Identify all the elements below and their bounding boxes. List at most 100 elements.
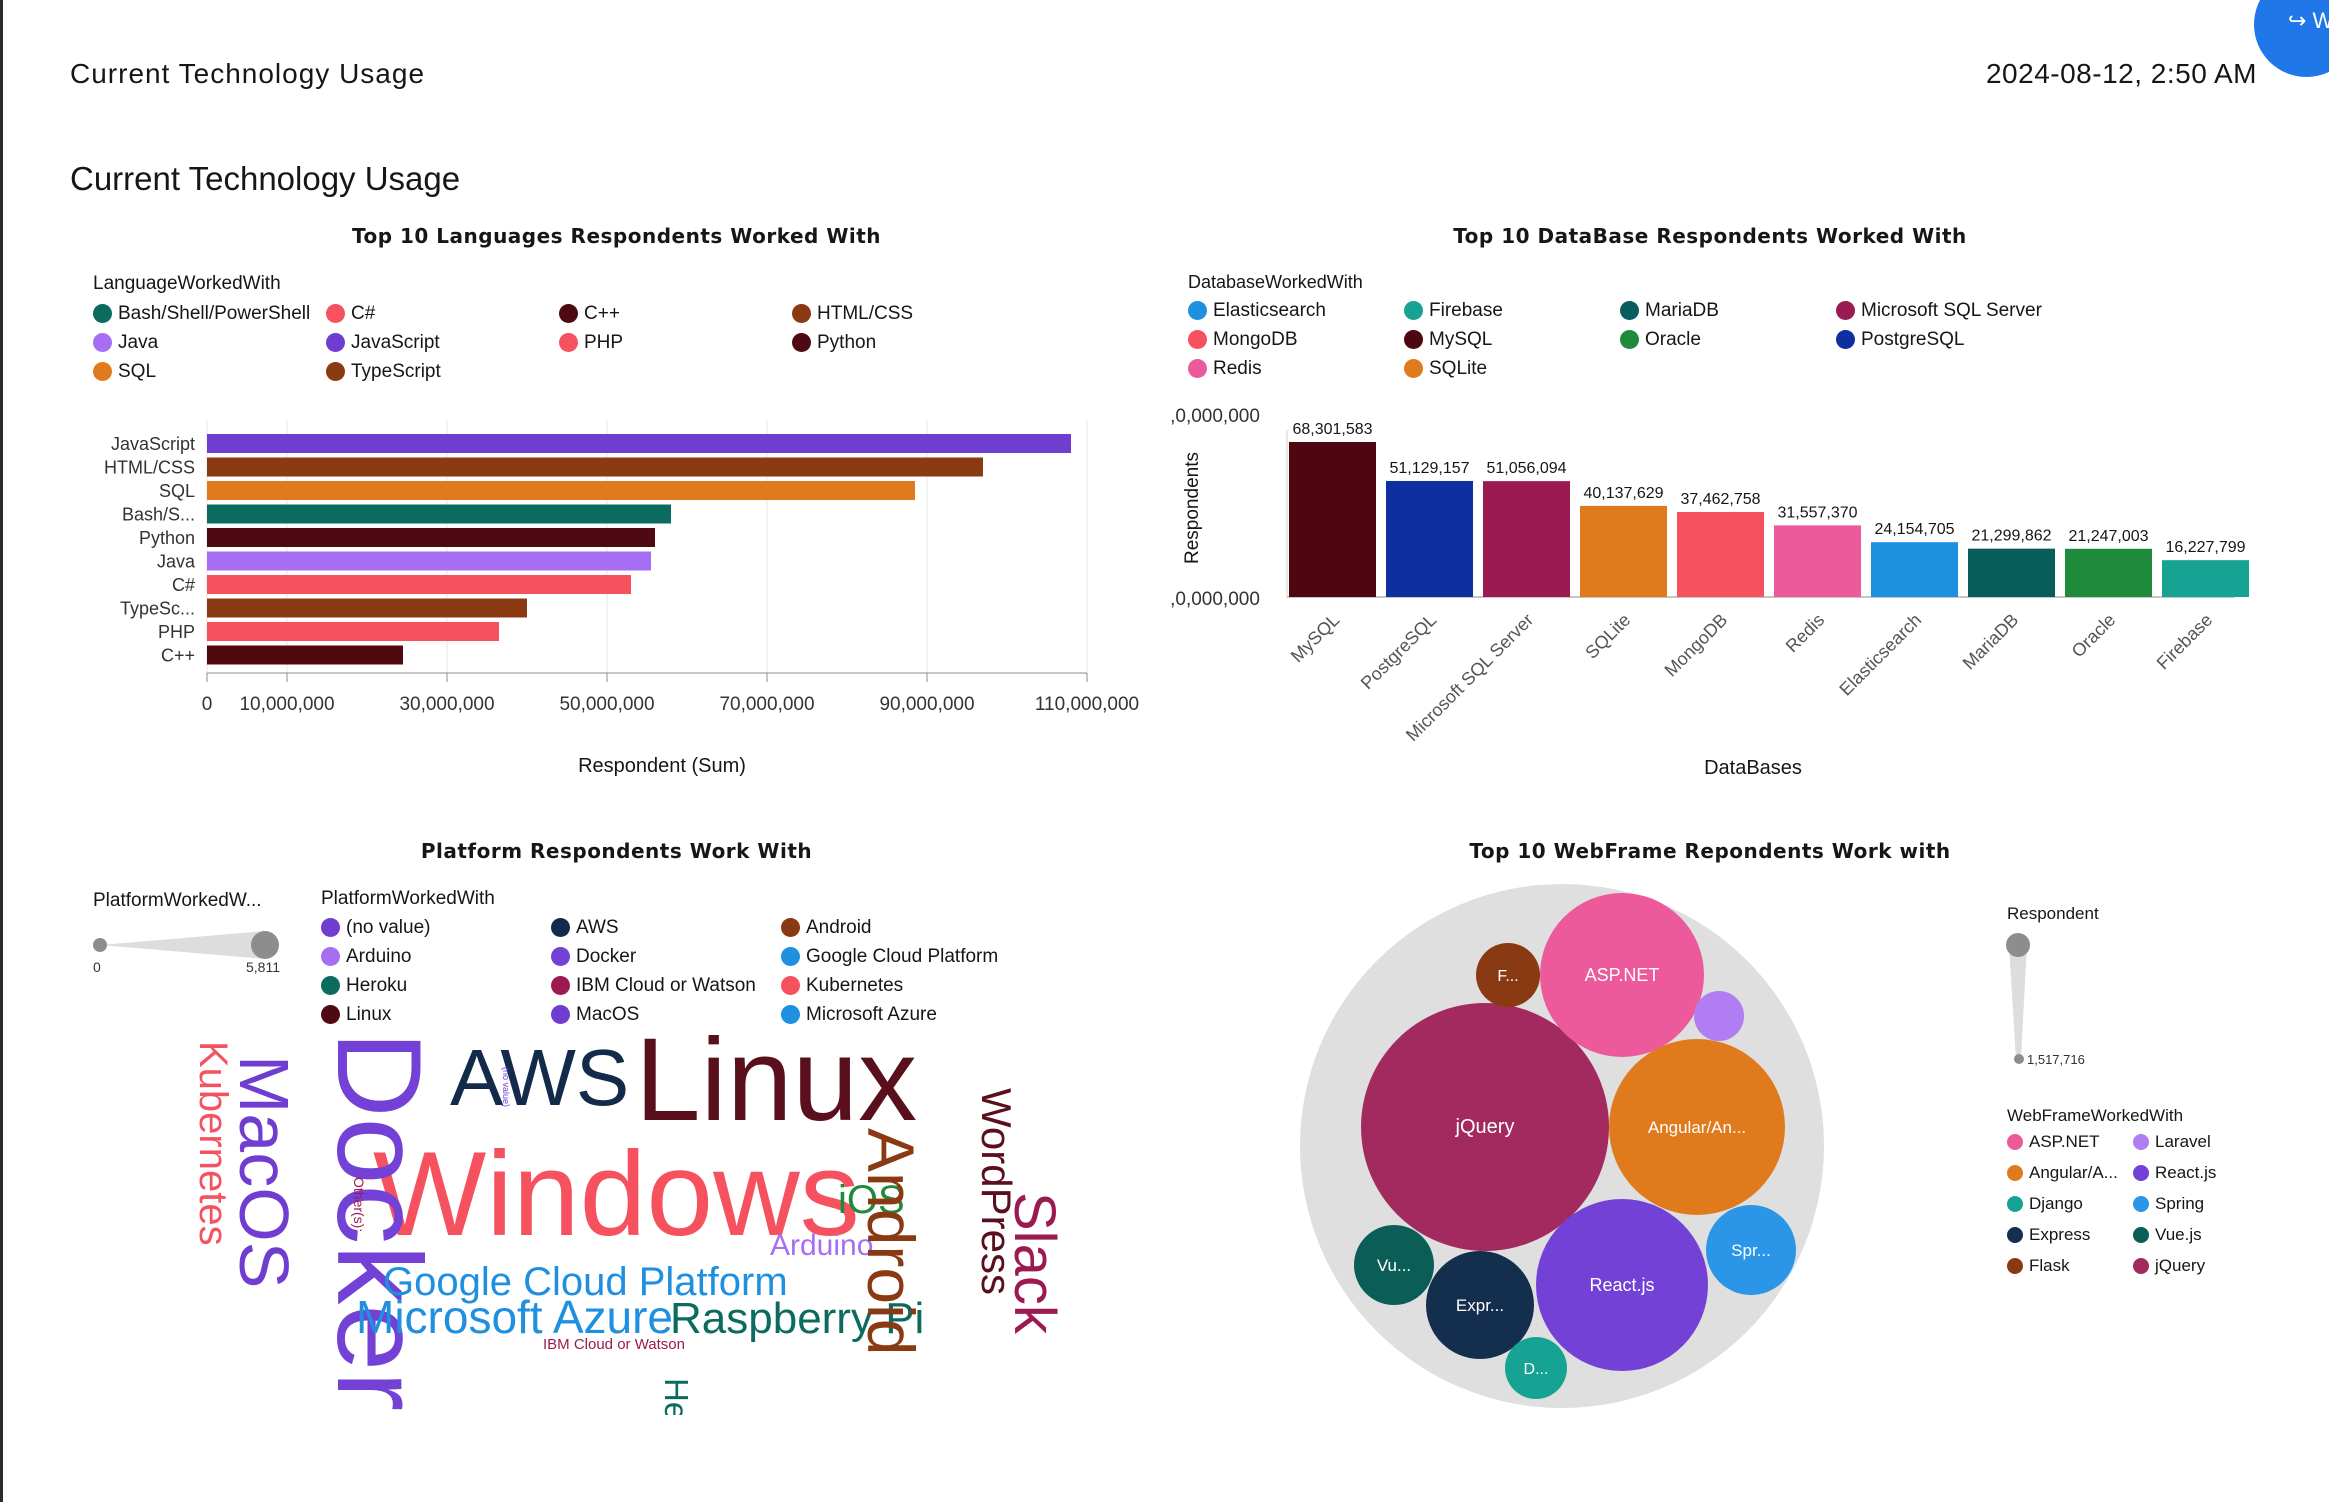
languages-legend-item[interactable]: C# (326, 299, 559, 328)
languages-bar-chart: 0 10,000,000 30,000,000 50,000,000 70,000,00… (104, 420, 1139, 777)
bar-c-[interactable] (207, 645, 403, 665)
legend-swatch (792, 304, 811, 323)
word-ios[interactable]: iOS (838, 1178, 905, 1222)
platforms-legend-item[interactable]: Heroku (321, 971, 551, 1000)
word-raspberry-pi[interactable]: Raspberry Pi (670, 1294, 924, 1343)
word-microsoft-azure[interactable]: Microsoft Azure (356, 1291, 673, 1343)
bubble-jquery[interactable] (1361, 1003, 1609, 1251)
word-heroku[interactable]: Heroku (658, 1378, 695, 1415)
bubble-laravel[interactable] (1694, 991, 1744, 1041)
word-ibm-cloud-or-watson[interactable]: IBM Cloud or Watson (543, 1336, 685, 1353)
platforms-legend-item[interactable]: Microsoft Azure (781, 1000, 1021, 1029)
bubble-angular-an-label: Angular/An... (1648, 1118, 1746, 1137)
legend-swatch (326, 333, 345, 352)
bar-mongodb[interactable] (1677, 511, 1764, 597)
bar-mariadb[interactable] (1968, 548, 2055, 597)
bar-bash-s-[interactable] (207, 504, 671, 524)
platforms-legend-item[interactable]: Docker (551, 942, 781, 971)
word-wordpress[interactable]: WordPress (973, 1088, 1020, 1295)
databases-legend-item[interactable]: Elasticsearch (1188, 296, 1404, 325)
word-android[interactable]: Android (854, 1128, 928, 1356)
y-tick-label: SQL (159, 481, 195, 501)
webframes-legend-item[interactable]: Laravel (2133, 1126, 2259, 1157)
floating-action-badge[interactable]: ↪ W (2254, 0, 2329, 77)
word-linux[interactable]: Linux (635, 1035, 917, 1146)
databases-legend-item[interactable]: MongoDB (1188, 325, 1404, 354)
languages-legend-item[interactable]: JavaScript (326, 328, 559, 357)
databases-legend-item[interactable]: PostgreSQL (1836, 325, 2052, 354)
databases-legend-item[interactable]: Oracle (1620, 325, 1836, 354)
languages-legend-item[interactable]: Java (93, 328, 326, 357)
bar-php[interactable] (207, 622, 499, 641)
bubble-angular-an[interactable] (1609, 1039, 1785, 1215)
bubble-d[interactable] (1505, 1337, 1567, 1399)
bar-redis[interactable] (1774, 525, 1861, 597)
word-windows[interactable]: Windows (373, 1127, 860, 1261)
word-no-value[interactable]: (no value) (501, 1067, 511, 1107)
webframes-legend-item[interactable]: Django (2007, 1188, 2133, 1219)
word-aws[interactable]: AWS (450, 1035, 629, 1122)
bar-java[interactable] (207, 551, 651, 571)
bubble-expr[interactable] (1426, 1251, 1534, 1359)
bubble-asp-net[interactable] (1540, 893, 1704, 1057)
languages-legend-item[interactable]: Python (792, 328, 1025, 357)
platforms-legend-item[interactable]: Kubernetes (781, 971, 1021, 1000)
platforms-legend-item[interactable]: MacOS (551, 1000, 781, 1029)
bubble-vu[interactable] (1354, 1225, 1434, 1305)
word-slack[interactable]: Slack (1002, 1192, 1067, 1335)
platforms-legend-item[interactable]: Android (781, 913, 1021, 942)
bar-python[interactable] (207, 528, 655, 547)
y-tick-label: Bash/S... (122, 505, 195, 525)
webframes-legend-item[interactable]: Vue.js (2133, 1219, 2259, 1250)
webframes-legend-item[interactable]: Express (2007, 1219, 2133, 1250)
platforms-legend-item[interactable]: Google Cloud Platform (781, 942, 1021, 971)
word-google-cloud-platform[interactable]: Google Cloud Platform (383, 1260, 788, 1304)
languages-legend-item[interactable]: HTML/CSS (792, 299, 1025, 328)
bubble-f[interactable] (1476, 943, 1540, 1007)
bar-sqlite[interactable] (1580, 505, 1667, 597)
databases-legend-item[interactable]: Redis (1188, 354, 1404, 383)
word-other-s[interactable]: Other(s): (351, 1177, 367, 1232)
word-arduino[interactable]: Arduino (770, 1229, 873, 1262)
webframes-legend-item[interactable]: jQuery (2133, 1250, 2259, 1281)
languages-legend: Bash/Shell/PowerShell C# C++ HTML/CSS Java Ja… (93, 299, 1025, 386)
webframes-legend-item[interactable]: Flask (2007, 1250, 2133, 1281)
languages-legend-item[interactable]: PHP (559, 328, 792, 357)
bar-javascript[interactable] (207, 434, 1071, 453)
platforms-legend-item[interactable]: Arduino (321, 942, 551, 971)
databases-legend-item[interactable]: SQLite (1404, 354, 1620, 383)
bar-html-css[interactable] (207, 457, 983, 477)
bar-typesc-[interactable] (207, 598, 527, 618)
bar-oracle[interactable] (2065, 548, 2152, 597)
languages-legend-item[interactable]: TypeScript (326, 357, 559, 386)
databases-legend-item[interactable]: MySQL (1404, 325, 1620, 354)
legend-swatch (1620, 301, 1639, 320)
databases-legend-item[interactable]: Microsoft SQL Server (1836, 296, 2052, 325)
bar-sql[interactable] (207, 481, 915, 500)
webframes-legend-item[interactable]: React.js (2133, 1157, 2259, 1188)
databases-legend-item[interactable]: Firebase (1404, 296, 1620, 325)
bar-firebase[interactable] (2162, 560, 2249, 597)
bubble-react-js[interactable] (1536, 1199, 1708, 1371)
bubble-spr[interactable] (1706, 1205, 1796, 1295)
languages-legend-item[interactable]: Bash/Shell/PowerShell (93, 299, 326, 328)
languages-legend-item[interactable]: C++ (559, 299, 792, 328)
bar-mysql[interactable] (1289, 442, 1376, 597)
languages-legend-item[interactable]: SQL (93, 357, 326, 386)
platforms-legend-item[interactable]: IBM Cloud or Watson (551, 971, 781, 1000)
bar-microsoft-sql-server[interactable] (1483, 481, 1570, 597)
bar-c-[interactable] (207, 575, 631, 594)
bar-postgresql[interactable] (1386, 480, 1473, 597)
platforms-legend-item[interactable]: (no value) (321, 913, 551, 942)
word-kubernetes[interactable]: Kubernetes (191, 1041, 235, 1246)
platforms-legend-item[interactable]: AWS (551, 913, 781, 942)
webframes-legend-item[interactable]: ASP.NET (2007, 1126, 2133, 1157)
webframes-legend-item[interactable]: Spring (2133, 1188, 2259, 1219)
databases-legend-item[interactable]: MariaDB (1620, 296, 1836, 325)
word-macos[interactable]: MacOS (225, 1055, 303, 1288)
word-docker[interactable]: Docker (312, 1035, 446, 1411)
legend-label: ASP.NET (2029, 1131, 2100, 1151)
bar-elasticsearch[interactable] (1871, 542, 1958, 597)
platforms-legend-item[interactable]: Linux (321, 1000, 551, 1029)
webframes-legend-item[interactable]: Angular/A... (2007, 1157, 2133, 1188)
